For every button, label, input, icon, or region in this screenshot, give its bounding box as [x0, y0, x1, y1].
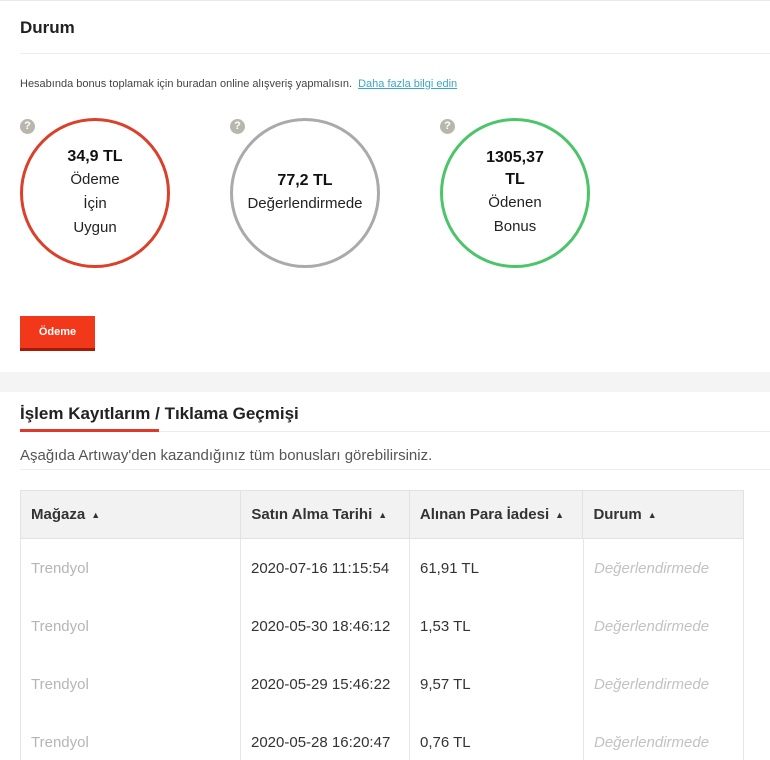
store-cell: Trendyol [20, 655, 241, 713]
column-header-status[interactable]: Durum ▲ [583, 491, 743, 538]
sort-up-icon: ▲ [647, 509, 657, 520]
payable-label-line: Ödeme [70, 171, 120, 188]
store-cell: Trendyol [20, 597, 241, 655]
sort-up-icon: ▲ [555, 509, 565, 520]
title-underline [20, 429, 159, 432]
status-cell: Değerlendirmede [584, 655, 744, 713]
sort-up-icon: ▲ [378, 509, 388, 520]
column-header-cashback[interactable]: Alınan Para İadesi ▲ [410, 491, 584, 538]
status-section-title: Durum [20, 18, 75, 37]
date-cell: 2020-05-29 15:46:22 [241, 655, 410, 713]
date-cell: 2020-05-28 16:20:47 [241, 713, 410, 760]
paid-label-line: Bonus [493, 218, 537, 235]
top-border [0, 0, 770, 3]
history-section-title: İşlem Kayıtlarım / Tıklama Geçmişi [20, 404, 299, 423]
payable-amount: 34,9 TL [67, 148, 123, 165]
table-row: Trendyol 2020-05-29 15:46:22 9,57 TL Değ… [20, 655, 744, 713]
date-cell: 2020-07-16 11:15:54 [241, 539, 410, 597]
section-separator [0, 372, 770, 392]
cashback-cell: 9,57 TL [410, 655, 584, 713]
status-cell: Değerlendirmede [584, 713, 744, 760]
table-row: Trendyol 2020-07-16 11:15:54 61,91 TL De… [20, 539, 744, 597]
column-header-label: Satın Alma Tarihi [251, 506, 373, 523]
paid-label-line: Ödenen [488, 194, 542, 211]
cashback-cell: 1,53 TL [410, 597, 584, 655]
paid-amount-line: TL [505, 171, 525, 188]
payable-circle: 34,9 TL Ödeme İçin Uygun [20, 118, 170, 268]
help-icon[interactable]: ? [230, 119, 245, 134]
cashback-cell: 0,76 TL [410, 713, 584, 760]
divider [159, 431, 770, 432]
table-header: Mağaza ▲ Satın Alma Tarihi ▲ Alınan Para… [20, 490, 744, 539]
pending-circle: 77,2 TL Değerlendirmede [230, 118, 380, 268]
table-row: Trendyol 2020-05-30 18:46:12 1,53 TL Değ… [20, 597, 744, 655]
payable-label-line: İçin [83, 195, 107, 212]
history-subtitle: Aşağıda Artıway'den kazandığınız tüm bon… [20, 447, 433, 464]
column-header-label: Alınan Para İadesi [419, 506, 550, 523]
pending-label: Değerlendirmede [247, 195, 363, 212]
paid-circle: 1305,37 TL Ödenen Bonus [440, 118, 590, 268]
store-cell: Trendyol [20, 539, 241, 597]
paid-amount-line: 1305,37 [486, 149, 544, 166]
payable-label-line: Uygun [73, 219, 117, 236]
column-header-date[interactable]: Satın Alma Tarihi ▲ [241, 491, 410, 538]
column-header-store[interactable]: Mağaza ▲ [21, 491, 242, 538]
info-line: Hesabında bonus toplamak için buradan on… [20, 78, 457, 90]
learn-more-link[interactable]: Daha fazla bilgi edin [358, 78, 458, 90]
sort-up-icon: ▲ [91, 509, 101, 520]
transactions-table: Mağaza ▲ Satın Alma Tarihi ▲ Alınan Para… [20, 490, 744, 760]
pending-amount: 77,2 TL [277, 172, 333, 189]
table-row: Trendyol 2020-05-28 16:20:47 0,76 TL Değ… [20, 713, 744, 760]
status-cell: Değerlendirmede [584, 539, 744, 597]
pay-button[interactable]: Ödeme [20, 316, 95, 351]
date-cell: 2020-05-30 18:46:12 [241, 597, 410, 655]
column-header-label: Durum [593, 506, 642, 523]
column-header-label: Mağaza [31, 506, 86, 523]
cashback-cell: 61,91 TL [410, 539, 584, 597]
status-cell: Değerlendirmede [584, 597, 744, 655]
divider [20, 53, 770, 54]
help-icon[interactable]: ? [20, 119, 35, 134]
help-icon[interactable]: ? [440, 119, 455, 134]
divider [20, 469, 770, 470]
info-text: Hesabında bonus toplamak için buradan on… [20, 78, 353, 90]
store-cell: Trendyol [20, 713, 241, 760]
